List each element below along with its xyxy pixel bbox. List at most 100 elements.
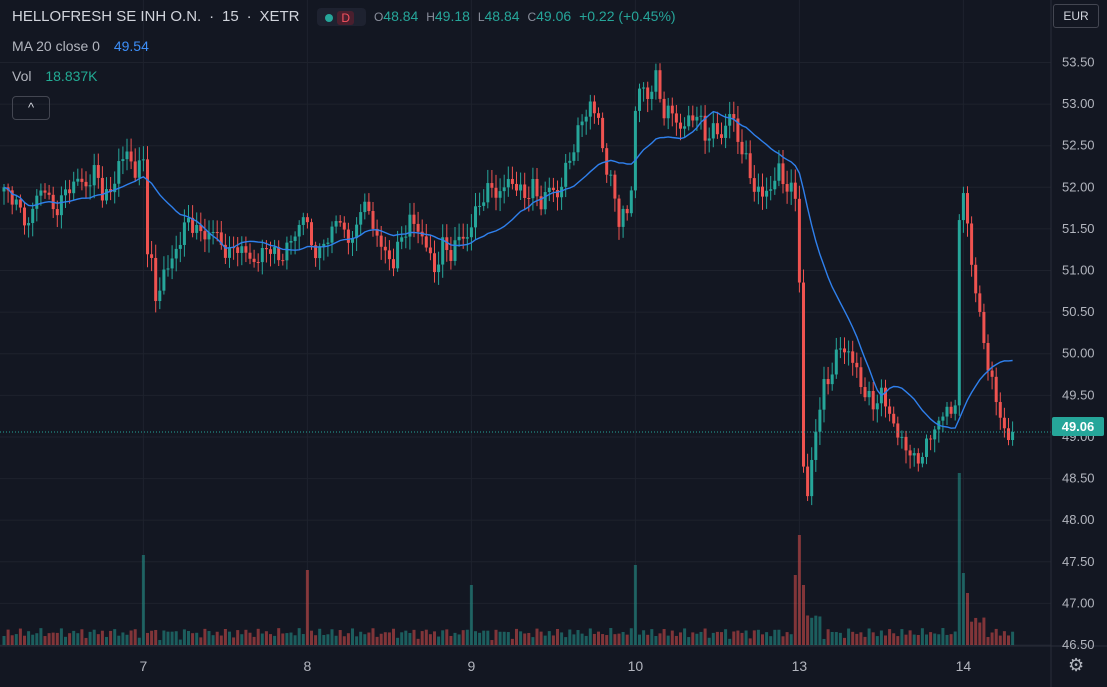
candle-body: [756, 186, 760, 192]
currency-button[interactable]: EUR: [1053, 4, 1099, 28]
volume-bar: [896, 636, 900, 645]
candle-body: [744, 153, 748, 155]
candle-body: [543, 192, 547, 210]
volume-bar: [773, 629, 777, 645]
volume-bar: [527, 632, 531, 645]
volume-bar: [847, 628, 851, 645]
time-axis[interactable]: 7 8 9 10 13 14: [140, 658, 972, 674]
candle-body: [912, 453, 916, 456]
candle-body: [207, 232, 211, 240]
volume-bar: [605, 635, 609, 645]
volume-bar: [945, 634, 949, 645]
volume-bar: [761, 634, 764, 645]
x-tick-label: 9: [468, 658, 476, 674]
volume-bar: [908, 630, 912, 645]
ma-line: [3, 110, 1013, 429]
candle-body: [133, 161, 137, 178]
candle-body: [396, 241, 400, 269]
volume-bar: [223, 628, 227, 645]
volume-bar: [383, 632, 387, 645]
volume-bar: [133, 629, 137, 645]
y-tick-label: 52.50: [1062, 138, 1095, 153]
volume-bar: [293, 635, 297, 645]
candle-body: [35, 195, 39, 209]
volume-bar: [141, 555, 145, 645]
candle-body: [412, 214, 416, 224]
candle-body: [269, 249, 272, 254]
candle-body: [240, 246, 244, 253]
price-axis[interactable]: 46.5047.0047.5048.0048.5049.0049.5050.00…: [1062, 54, 1095, 652]
grid-lines: [0, 0, 1051, 646]
candle-body: [527, 197, 531, 199]
candle-body: [945, 406, 949, 417]
candle-body: [572, 152, 576, 161]
volume-bar: [633, 565, 637, 645]
candle-body: [986, 342, 990, 371]
volume-bar: [305, 570, 309, 645]
candle-body: [113, 183, 117, 193]
volume-bar: [543, 635, 547, 645]
change-value: +0.22 (+0.45%): [579, 8, 676, 24]
candle-body: [904, 436, 908, 451]
candle-body: [547, 187, 551, 193]
volume-bar: [240, 634, 244, 645]
y-tick-label: 50.50: [1062, 304, 1095, 319]
volume-bar: [810, 617, 814, 645]
ma-legend[interactable]: MA 20 close 0 49.54: [12, 38, 153, 54]
y-tick-label: 48.00: [1062, 512, 1095, 527]
volume-bar: [986, 637, 990, 645]
candle-body: [699, 115, 703, 117]
candle-body: [248, 252, 252, 259]
candle-body: [223, 244, 227, 258]
volume-bar: [326, 634, 330, 645]
volume-bar: [888, 629, 892, 645]
volume-bar: [244, 629, 248, 645]
volume-bar: [482, 630, 486, 645]
candle-body: [810, 459, 814, 497]
x-tick-label: 13: [792, 658, 808, 674]
volume-bar: [334, 635, 338, 645]
last-price-label: 49.06: [1052, 417, 1104, 436]
candle-body: [178, 244, 182, 249]
candle-body: [59, 195, 63, 216]
volume-bar: [613, 634, 617, 645]
volume-bar: [818, 616, 822, 645]
candle-body: [55, 209, 59, 216]
candle-body: [191, 217, 195, 233]
candle-body: [64, 189, 67, 196]
candle-body: [920, 456, 924, 464]
volume-bar: [72, 630, 76, 645]
interval-label[interactable]: 15: [222, 8, 239, 25]
candle-body: [211, 232, 215, 234]
volume-bar: [59, 628, 63, 645]
gear-icon[interactable]: ⚙: [1068, 655, 1085, 675]
candle-body: [236, 247, 240, 253]
candle-body: [334, 221, 338, 227]
candle-body: [433, 253, 436, 273]
volume-bar: [396, 637, 400, 645]
exchange-label: XETR: [259, 8, 300, 25]
y-tick-label: 48.50: [1062, 471, 1095, 486]
candle-body: [838, 348, 842, 350]
volume-bar: [375, 636, 379, 645]
volume-bar: [273, 635, 277, 645]
volume-bar: [47, 633, 51, 645]
volume-bar: [84, 637, 88, 645]
candle-body: [264, 248, 268, 250]
candle-body: [728, 114, 732, 126]
status-pill[interactable]: D: [317, 8, 367, 27]
candle-body: [990, 370, 994, 377]
volume-bar: [269, 634, 272, 645]
candle-body: [322, 243, 326, 248]
candle-body: [900, 436, 904, 438]
volume-bar: [720, 632, 723, 645]
volume-bar: [100, 630, 104, 645]
symbol-name[interactable]: HELLOFRESH SE INH O.N.: [12, 8, 202, 25]
volume-bar: [178, 639, 182, 645]
collapse-legend-button[interactable]: ^: [12, 96, 50, 120]
volume-legend[interactable]: Vol 18.837K: [12, 68, 102, 84]
volume-bar: [994, 628, 998, 645]
candle-body: [957, 220, 961, 406]
candle-body: [834, 349, 838, 375]
